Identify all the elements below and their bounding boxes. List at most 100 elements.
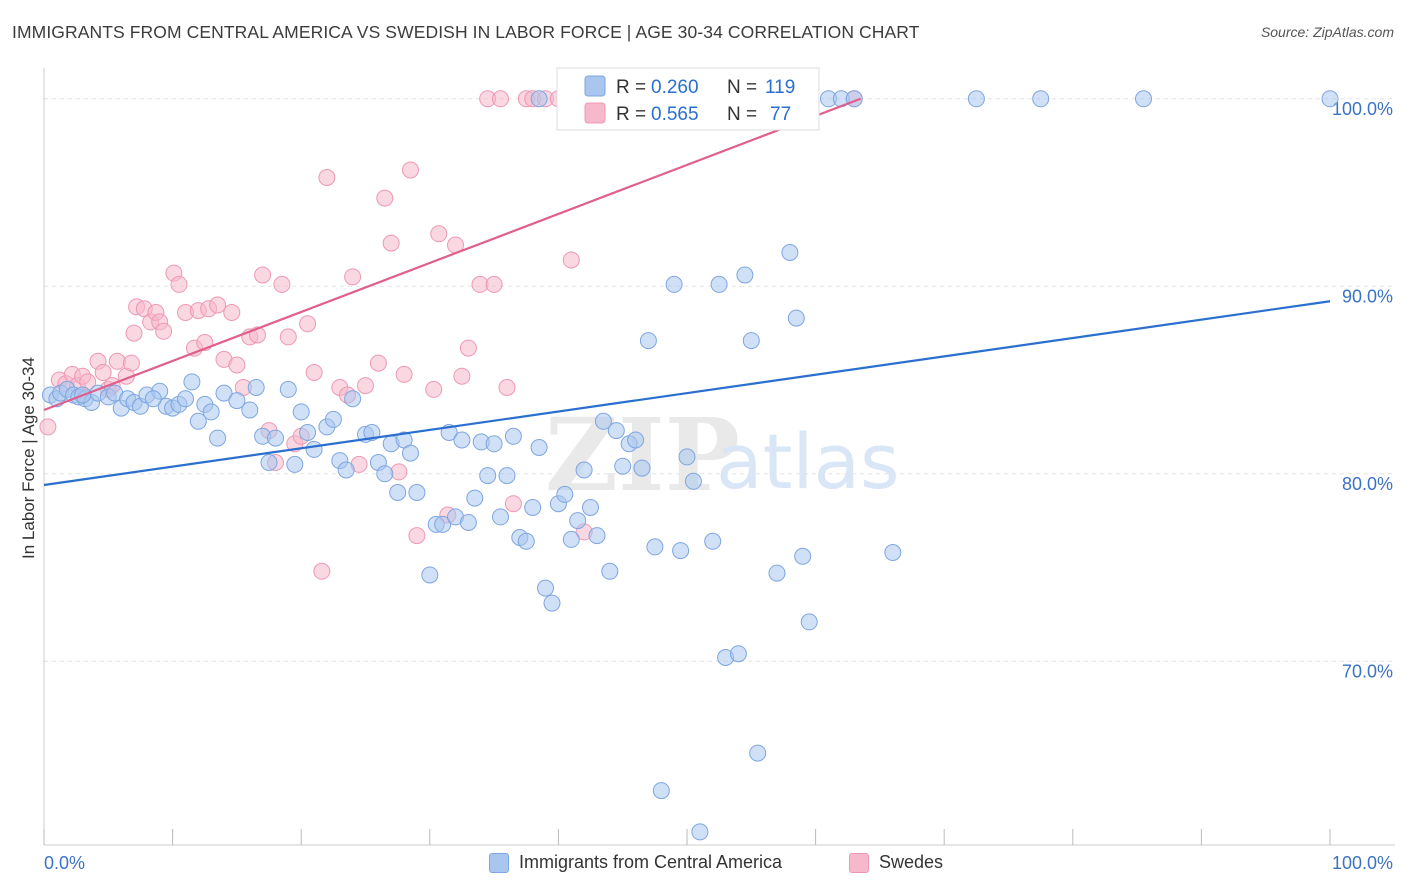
point-immigrants: [421, 566, 439, 584]
y-axis-label: In Labor Force | Age 30-34: [19, 357, 38, 559]
point-swedes: [318, 169, 336, 186]
point-immigrants: [794, 547, 812, 565]
point-swedes: [155, 322, 173, 340]
point-immigrants: [614, 457, 632, 475]
point-immigrants: [402, 444, 419, 462]
point-immigrants: [543, 594, 561, 612]
point-immigrants: [710, 275, 728, 293]
point-swedes: [94, 364, 112, 381]
point-immigrants: [537, 579, 554, 597]
point-immigrants: [684, 472, 702, 490]
watermark-atlas: atlas: [716, 417, 900, 506]
axes: [43, 68, 1395, 846]
point-immigrants: [1032, 90, 1050, 108]
point-swedes: [299, 315, 317, 333]
point-swedes: [382, 234, 400, 252]
stats-r-value-blue: 0.260: [651, 77, 699, 98]
point-immigrants: [299, 424, 317, 441]
series-immigrants-central-america: [41, 90, 1339, 841]
point-swedes: [453, 367, 471, 385]
point-immigrants: [376, 465, 394, 483]
point-immigrants: [742, 332, 760, 350]
point-immigrants: [787, 309, 805, 327]
stats-n-value-pink: 77: [770, 104, 791, 125]
point-immigrants: [639, 332, 657, 350]
point-swedes: [425, 380, 443, 398]
trendlines: [43, 97, 1331, 487]
point-immigrants: [202, 403, 220, 421]
point-immigrants: [479, 467, 497, 485]
point-immigrants: [704, 532, 722, 550]
point-immigrants: [582, 499, 599, 516]
point-immigrants: [736, 266, 754, 284]
point-swedes: [39, 418, 57, 436]
point-immigrants: [691, 823, 709, 841]
point-immigrants: [260, 454, 278, 471]
point-immigrants: [556, 485, 574, 503]
point-immigrants: [434, 515, 452, 533]
legend-swatch-blue: [489, 852, 509, 873]
stats-n-label-pink: N =: [727, 104, 757, 125]
legend-item-immigrants[interactable]: Immigrants from Central America: [489, 852, 782, 873]
point-swedes: [408, 527, 426, 545]
stats-r-label-blue: R =: [616, 77, 646, 98]
bottom-legend: Immigrants from Central America Swedes: [0, 852, 1406, 878]
point-immigrants: [228, 392, 246, 410]
stats-n-label-blue: N =: [727, 77, 757, 98]
point-swedes: [313, 562, 331, 580]
stats-legend-swatch-blue: [584, 75, 606, 97]
point-swedes: [395, 365, 413, 383]
point-immigrants: [646, 538, 664, 556]
point-immigrants: [504, 427, 522, 445]
legend-item-swedes[interactable]: Swedes: [849, 852, 943, 873]
point-immigrants: [485, 435, 503, 453]
point-swedes: [504, 495, 522, 513]
point-immigrants: [800, 613, 818, 631]
point-swedes: [125, 324, 143, 342]
point-immigrants: [247, 379, 265, 396]
point-immigrants: [569, 512, 587, 530]
point-immigrants: [177, 390, 194, 408]
point-immigrants: [562, 530, 580, 548]
point-immigrants: [209, 429, 227, 447]
point-swedes: [108, 352, 126, 370]
point-immigrants: [344, 390, 362, 408]
point-immigrants: [498, 467, 516, 485]
point-immigrants: [607, 422, 625, 440]
point-immigrants: [594, 412, 612, 430]
point-immigrants: [524, 499, 542, 516]
point-immigrants: [627, 431, 645, 449]
point-immigrants: [337, 461, 355, 479]
point-immigrants: [279, 380, 297, 398]
point-swedes: [492, 90, 509, 108]
trendline-swedes: [43, 97, 862, 412]
point-immigrants: [267, 429, 284, 447]
point-swedes: [122, 354, 140, 372]
point-swedes: [390, 463, 408, 481]
point-immigrants: [1321, 90, 1339, 108]
point-immigrants: [183, 373, 201, 391]
point-immigrants: [781, 244, 799, 261]
x-axis-ticks: [43, 829, 1331, 845]
point-swedes: [459, 339, 477, 357]
point-immigrants: [241, 401, 259, 419]
chart-title: IMMIGRANTS FROM CENTRAL AMERICA VS SWEDI…: [12, 22, 920, 42]
point-swedes: [279, 328, 297, 346]
point-immigrants: [575, 461, 593, 479]
point-swedes: [344, 268, 362, 286]
point-swedes: [498, 379, 516, 396]
y-tick-label: 70.0%: [1342, 661, 1393, 681]
point-immigrants: [665, 275, 683, 293]
point-immigrants: [652, 782, 670, 800]
zipatlas-watermark: ZIP atlas: [545, 396, 900, 514]
point-immigrants: [678, 448, 696, 466]
point-immigrants: [144, 390, 162, 408]
point-swedes: [228, 356, 246, 374]
stats-r-label-pink: R =: [616, 104, 646, 125]
point-swedes: [170, 275, 188, 293]
stats-n-value-blue: 119: [765, 77, 795, 98]
y-tick-label: 90.0%: [1342, 286, 1393, 306]
chart-source: Source: ZipAtlas.com: [1260, 24, 1394, 40]
series-swedes: [39, 90, 863, 580]
